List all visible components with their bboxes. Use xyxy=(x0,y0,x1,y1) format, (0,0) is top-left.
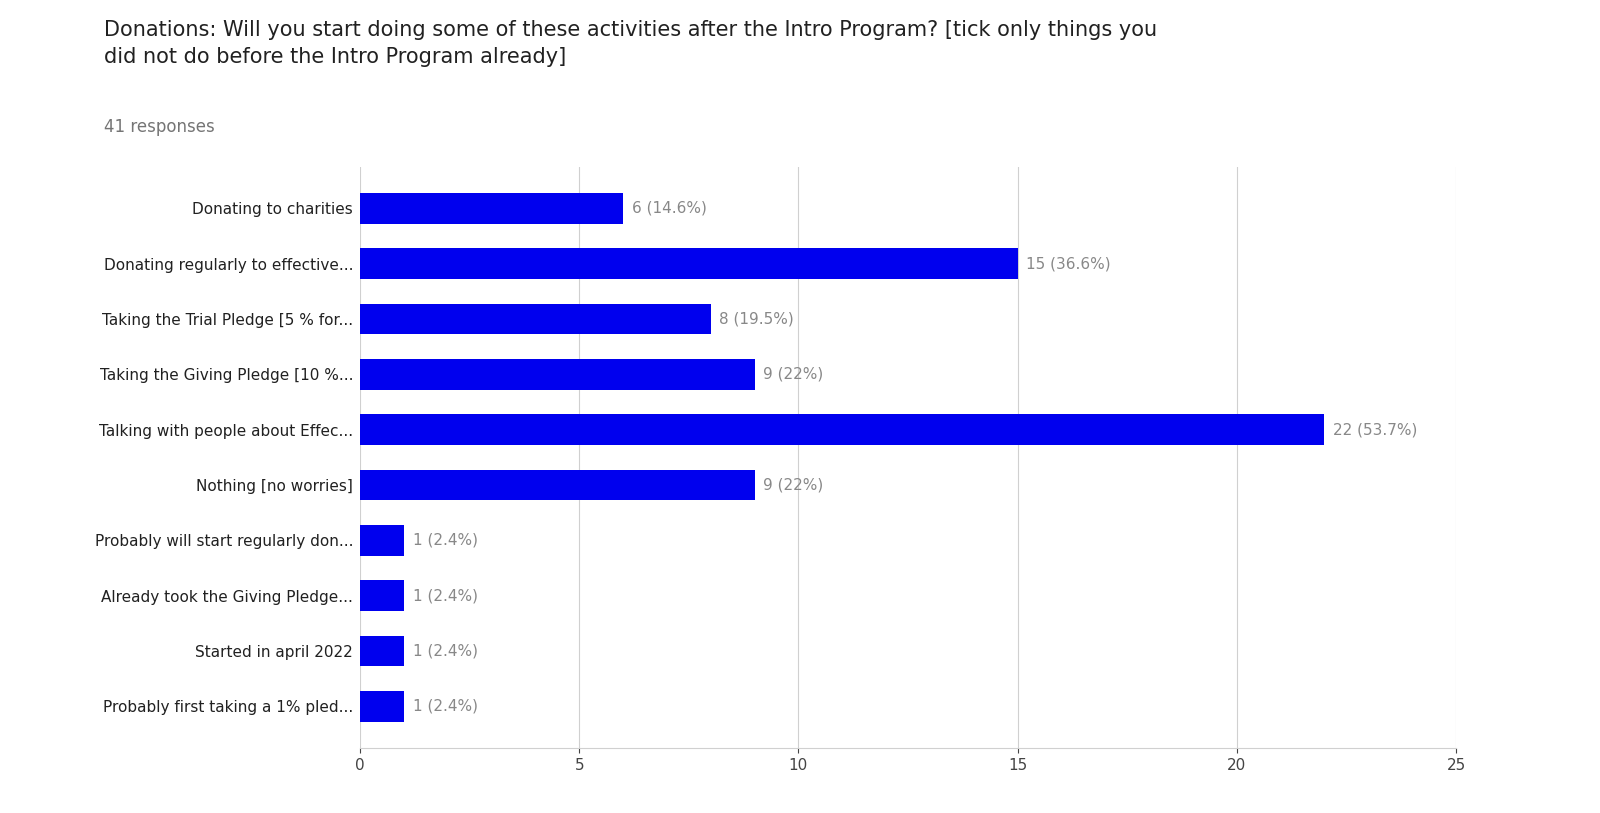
Text: 15 (36.6%): 15 (36.6%) xyxy=(1026,256,1110,272)
Text: 6 (14.6%): 6 (14.6%) xyxy=(632,201,707,215)
Bar xyxy=(360,525,403,555)
Bar xyxy=(360,580,403,611)
Text: 1 (2.4%): 1 (2.4%) xyxy=(413,533,478,548)
Text: 1 (2.4%): 1 (2.4%) xyxy=(413,699,478,714)
Text: 8 (19.5%): 8 (19.5%) xyxy=(720,311,794,327)
Text: 41 responses: 41 responses xyxy=(104,118,214,136)
Text: 9 (22%): 9 (22%) xyxy=(763,477,824,493)
Bar xyxy=(360,415,1325,445)
Bar xyxy=(360,470,755,500)
Bar xyxy=(360,636,403,666)
Bar xyxy=(360,304,710,334)
Bar xyxy=(360,691,403,722)
Text: 1 (2.4%): 1 (2.4%) xyxy=(413,588,478,603)
Bar xyxy=(360,249,1018,279)
Text: 1 (2.4%): 1 (2.4%) xyxy=(413,643,478,659)
Bar xyxy=(360,359,755,389)
Text: Donations: Will you start doing some of these activities after the Intro Program: Donations: Will you start doing some of … xyxy=(104,20,1157,67)
Text: 9 (22%): 9 (22%) xyxy=(763,367,824,382)
Bar xyxy=(360,193,622,224)
Text: 22 (53.7%): 22 (53.7%) xyxy=(1333,422,1418,437)
